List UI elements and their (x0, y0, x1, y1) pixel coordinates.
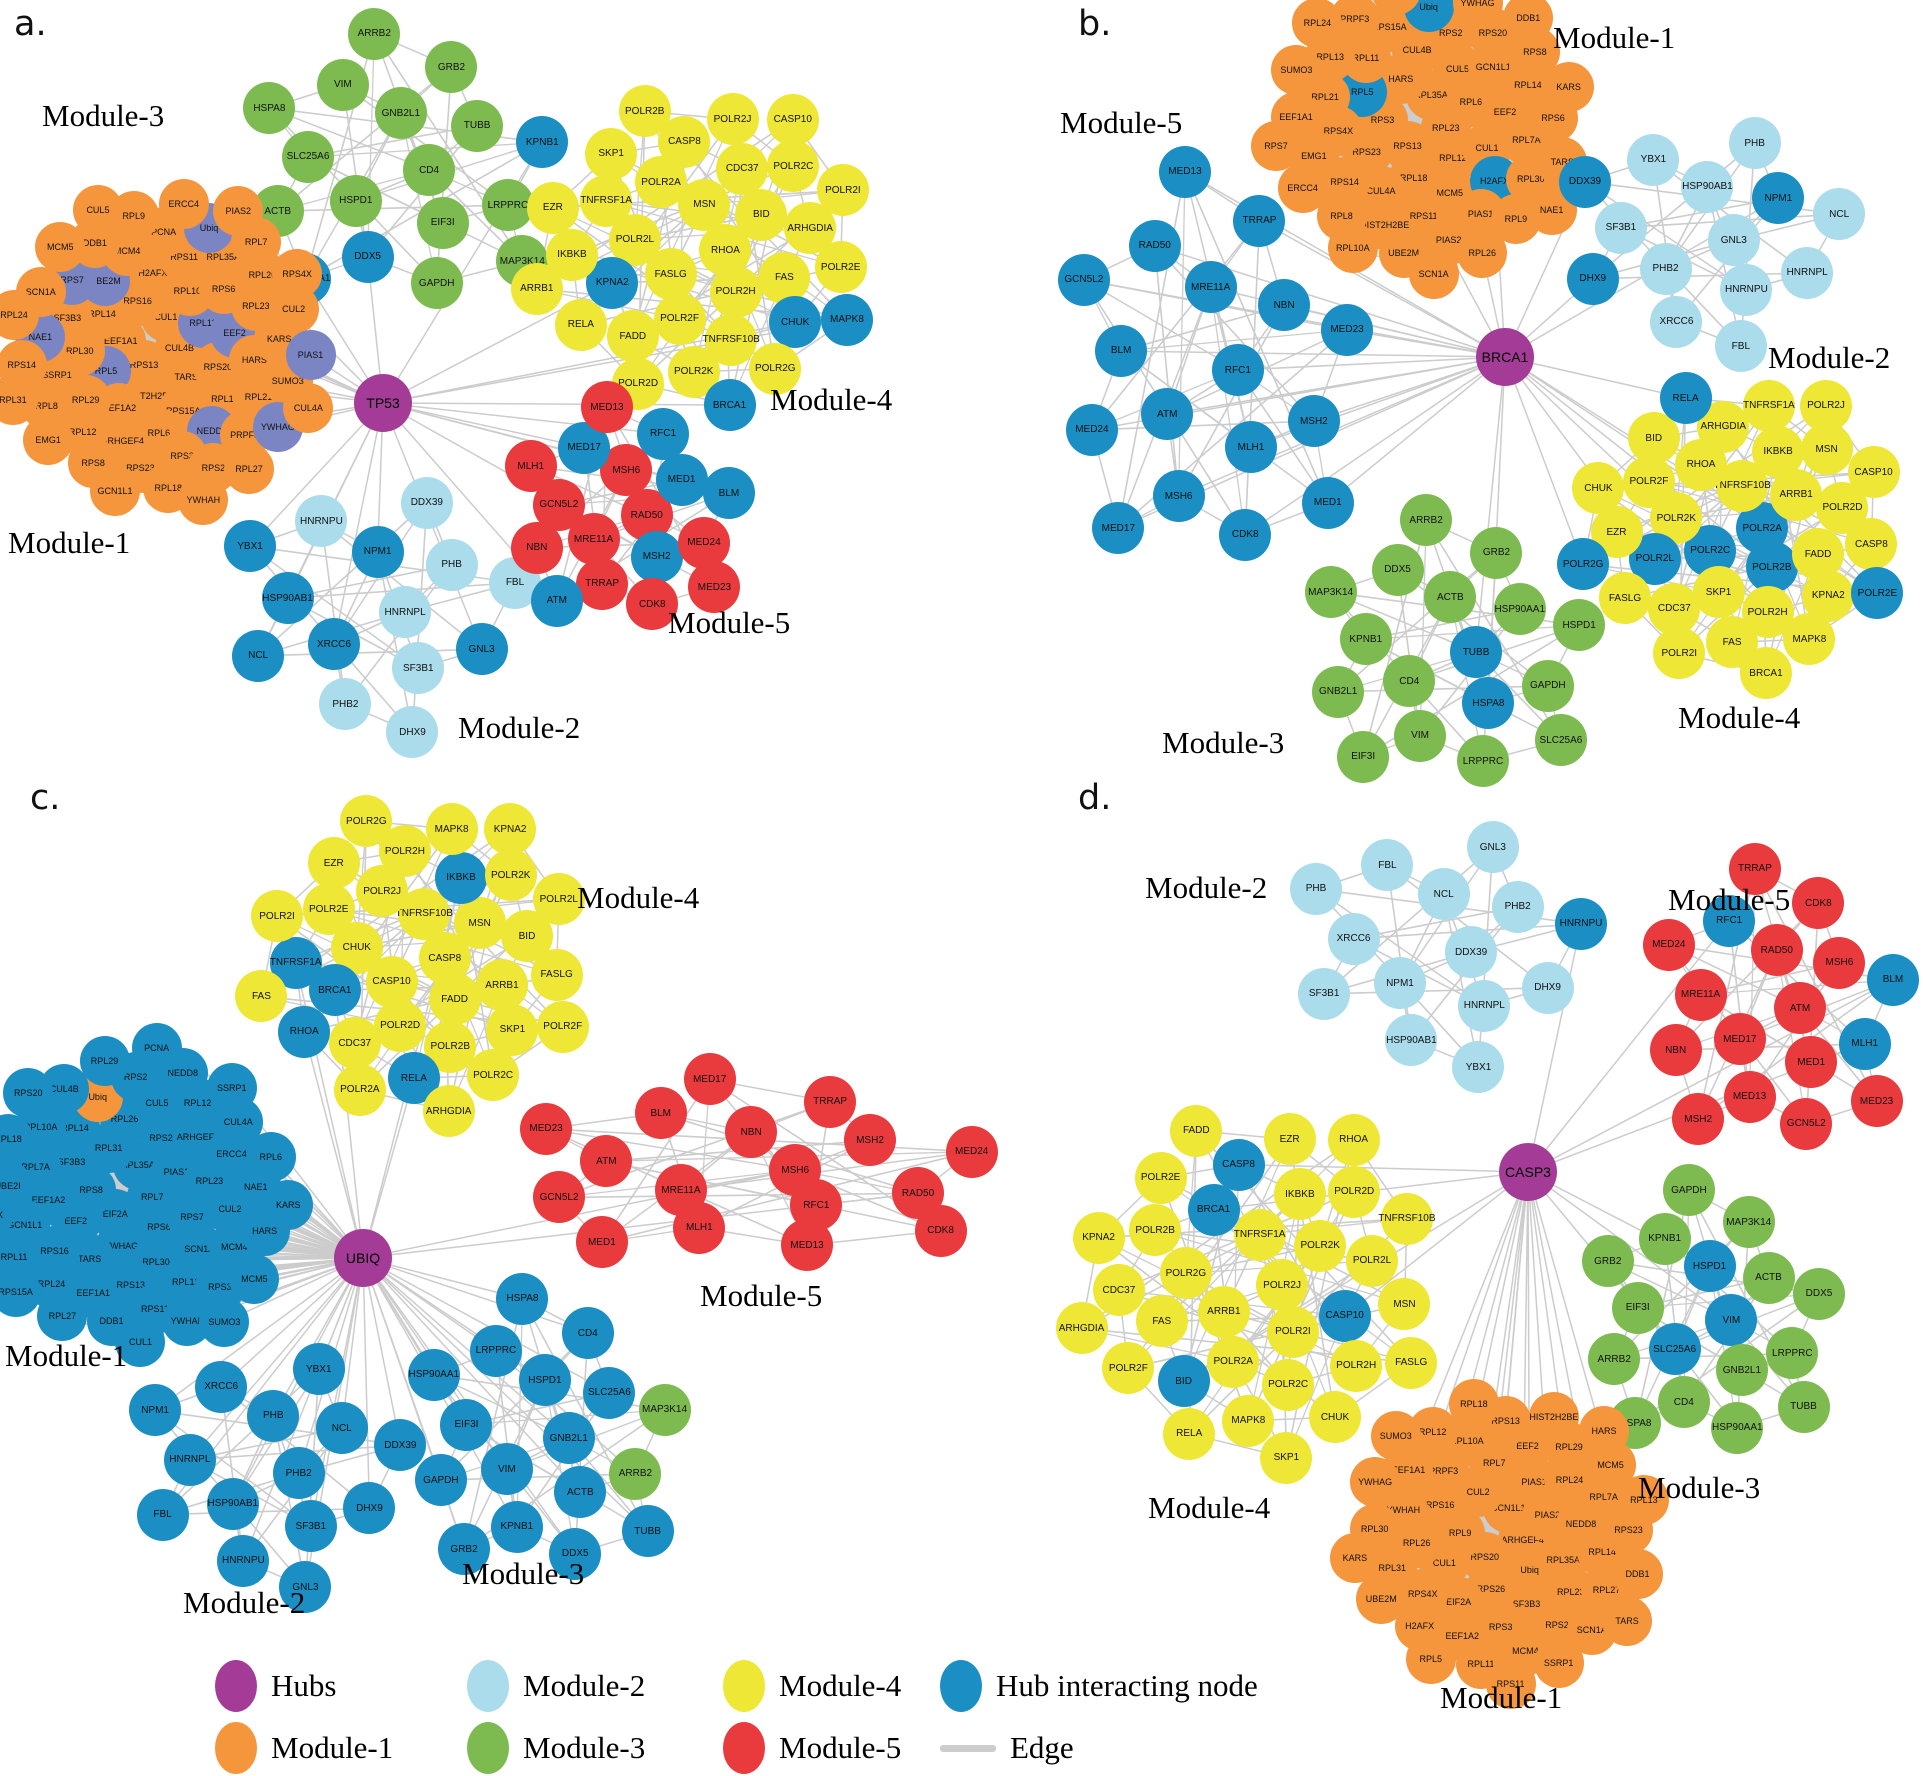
legend-label: Edge (1010, 1730, 1074, 1766)
legend-item-hubs: Hubs (215, 1658, 336, 1714)
legend-edge-swatch (940, 1745, 996, 1752)
legend-label: Module-5 (779, 1730, 901, 1766)
legend-swatch-module2 (467, 1660, 509, 1712)
legend-label: Hub interacting node (996, 1668, 1258, 1704)
legend-label: Hubs (271, 1668, 336, 1704)
legend-swatch-module3 (467, 1722, 509, 1774)
legend-label: Module-4 (779, 1668, 901, 1704)
legend-item-hub-interacting-node: Hub interacting node (940, 1658, 1258, 1714)
legend-swatch-hub_interacting (940, 1660, 982, 1712)
legend-swatch-module5 (723, 1722, 765, 1774)
legend-item-module-5: Module-5 (723, 1720, 901, 1776)
legend-label: Module-1 (271, 1730, 393, 1766)
legend-item-module-4: Module-4 (723, 1658, 901, 1714)
legend-swatch-hub (215, 1660, 257, 1712)
legend-label: Module-2 (523, 1668, 645, 1704)
legend-item-module-3: Module-3 (467, 1720, 645, 1776)
legend-label: Module-3 (523, 1730, 645, 1766)
legend-swatch-module1 (215, 1722, 257, 1774)
legend-item-module-2: Module-2 (467, 1658, 645, 1714)
legend-item-module-1: Module-1 (215, 1720, 393, 1776)
legend-swatch-module4 (723, 1660, 765, 1712)
legend-item-edge: Edge (940, 1720, 1074, 1776)
